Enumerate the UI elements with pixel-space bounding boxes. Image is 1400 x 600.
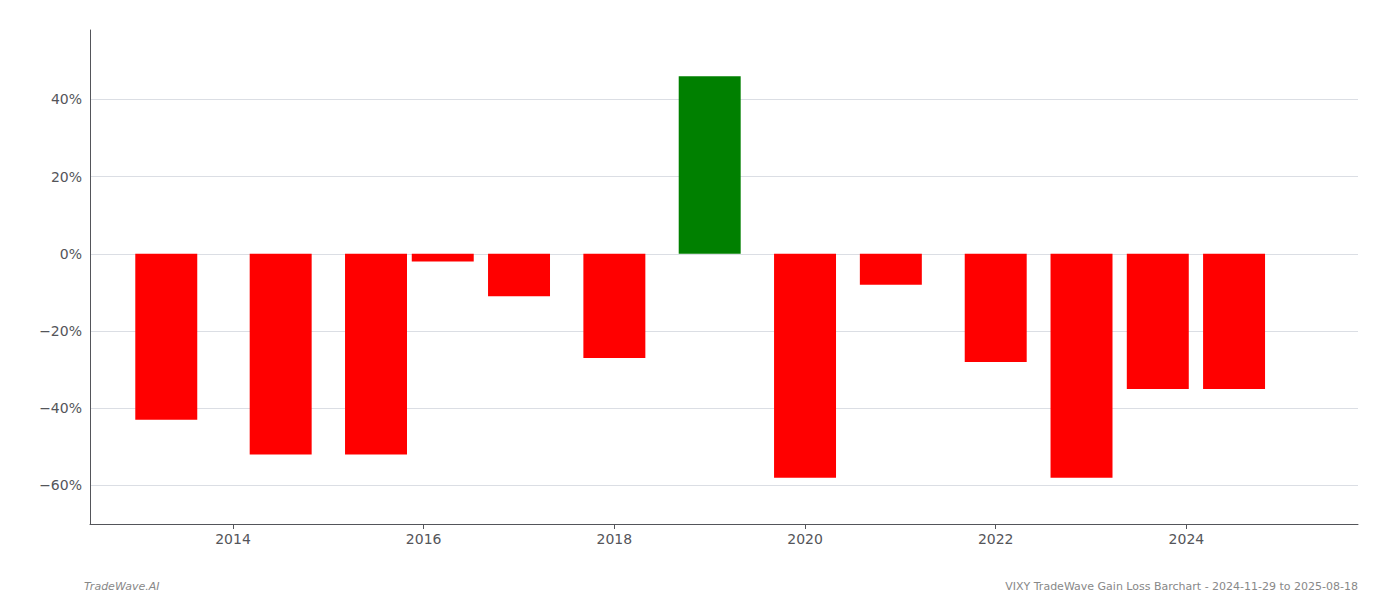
svg-text:−40%: −40%: [39, 400, 82, 416]
svg-text:2020: 2020: [787, 531, 823, 547]
svg-text:0%: 0%: [60, 246, 82, 262]
svg-text:2022: 2022: [978, 531, 1014, 547]
svg-text:2024: 2024: [1169, 531, 1205, 547]
svg-text:20%: 20%: [51, 169, 82, 185]
svg-text:TradeWave.AI: TradeWave.AI: [84, 580, 159, 593]
svg-text:2016: 2016: [406, 531, 442, 547]
svg-text:−60%: −60%: [39, 477, 82, 493]
svg-text:2014: 2014: [215, 531, 251, 547]
svg-text:VIXY TradeWave Gain Loss Barch: VIXY TradeWave Gain Loss Barchart - 2024…: [1005, 580, 1358, 593]
svg-text:40%: 40%: [51, 91, 82, 107]
svg-text:−20%: −20%: [39, 323, 82, 339]
svg-text:2018: 2018: [597, 531, 633, 547]
